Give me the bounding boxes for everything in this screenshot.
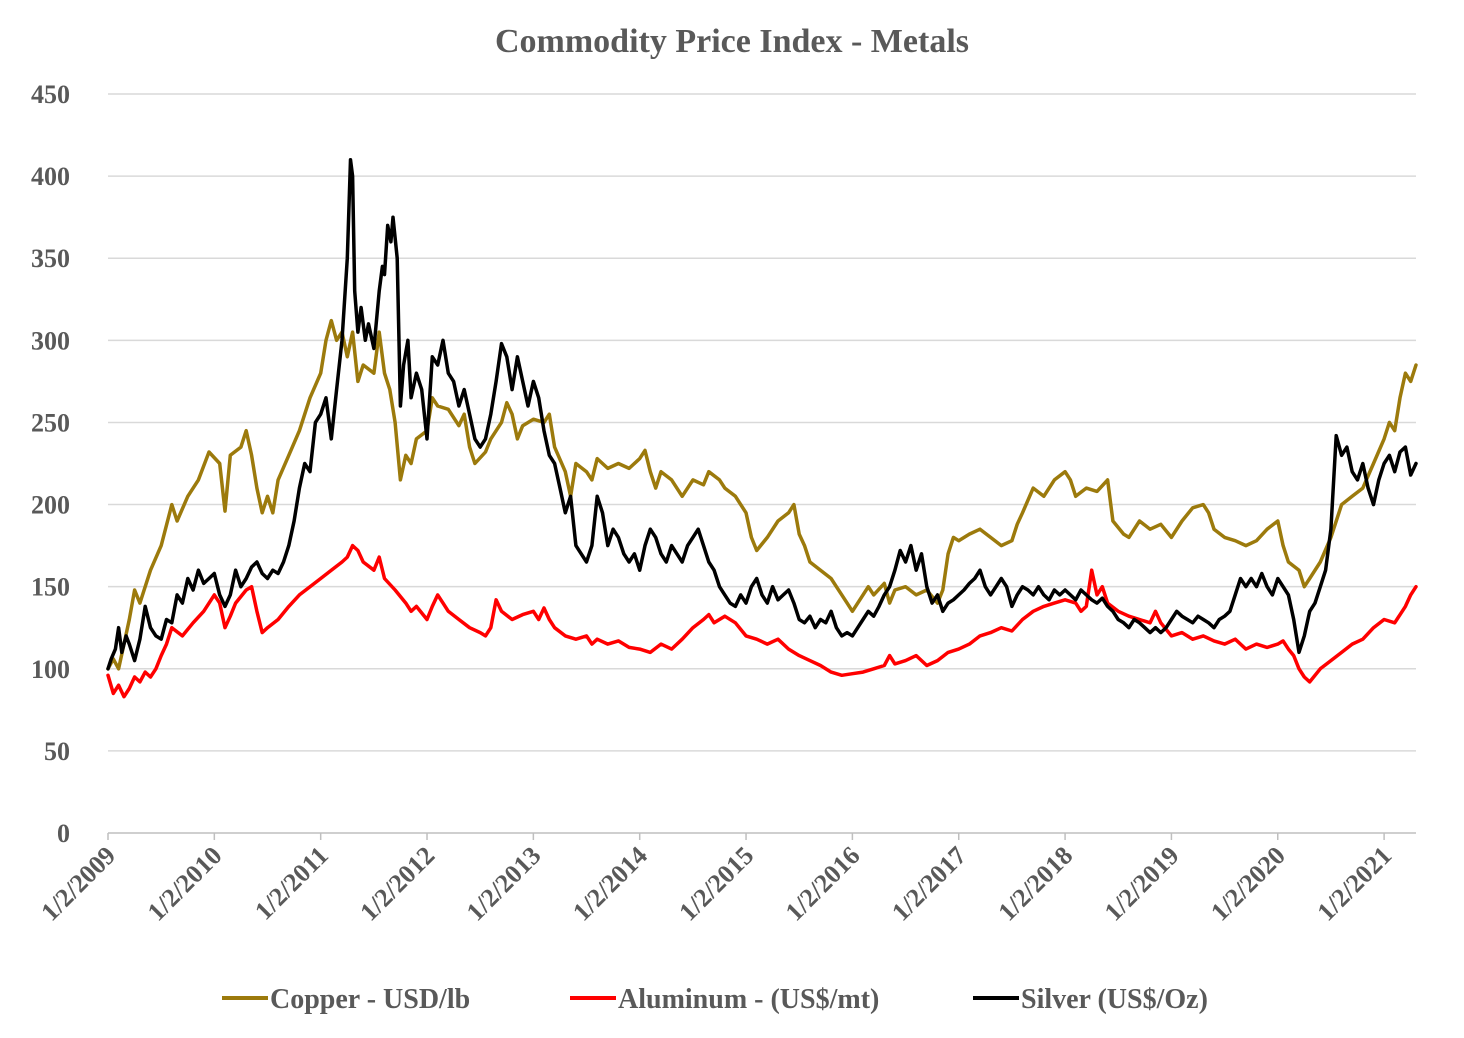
y-tick-label: 450 bbox=[31, 80, 70, 109]
legend-label: Silver (US$/Oz) bbox=[1021, 984, 1208, 1015]
series-line-1 bbox=[106, 318, 1418, 671]
y-tick-label: 100 bbox=[31, 655, 70, 684]
series-line-2 bbox=[106, 543, 1418, 699]
y-tick-label: 150 bbox=[31, 573, 70, 602]
y-tick-label: 200 bbox=[31, 491, 70, 520]
y-tick-label: 300 bbox=[31, 326, 70, 355]
legend-label: Aluminum - (US$/mt) bbox=[618, 984, 879, 1015]
y-tick-label: 350 bbox=[31, 244, 70, 273]
legend-label: Copper - USD/lb bbox=[270, 984, 470, 1015]
y-axis-tick-labels: 0 50 100 150 200 250 300 350 400 450 bbox=[31, 80, 70, 848]
legend: Copper - USD/lb Aluminum - (US$/mt) Silver… bbox=[222, 984, 1208, 1015]
y-tick-label: 0 bbox=[57, 819, 70, 848]
gridlines bbox=[108, 93, 1416, 752]
series-line-3 bbox=[106, 157, 1418, 671]
series-lines bbox=[106, 157, 1418, 699]
chart-title: Commodity Price Index - Metals bbox=[495, 23, 969, 60]
y-tick-label: 400 bbox=[31, 162, 70, 191]
y-tick-label: 250 bbox=[31, 408, 70, 437]
y-tick-label: 50 bbox=[44, 737, 70, 766]
